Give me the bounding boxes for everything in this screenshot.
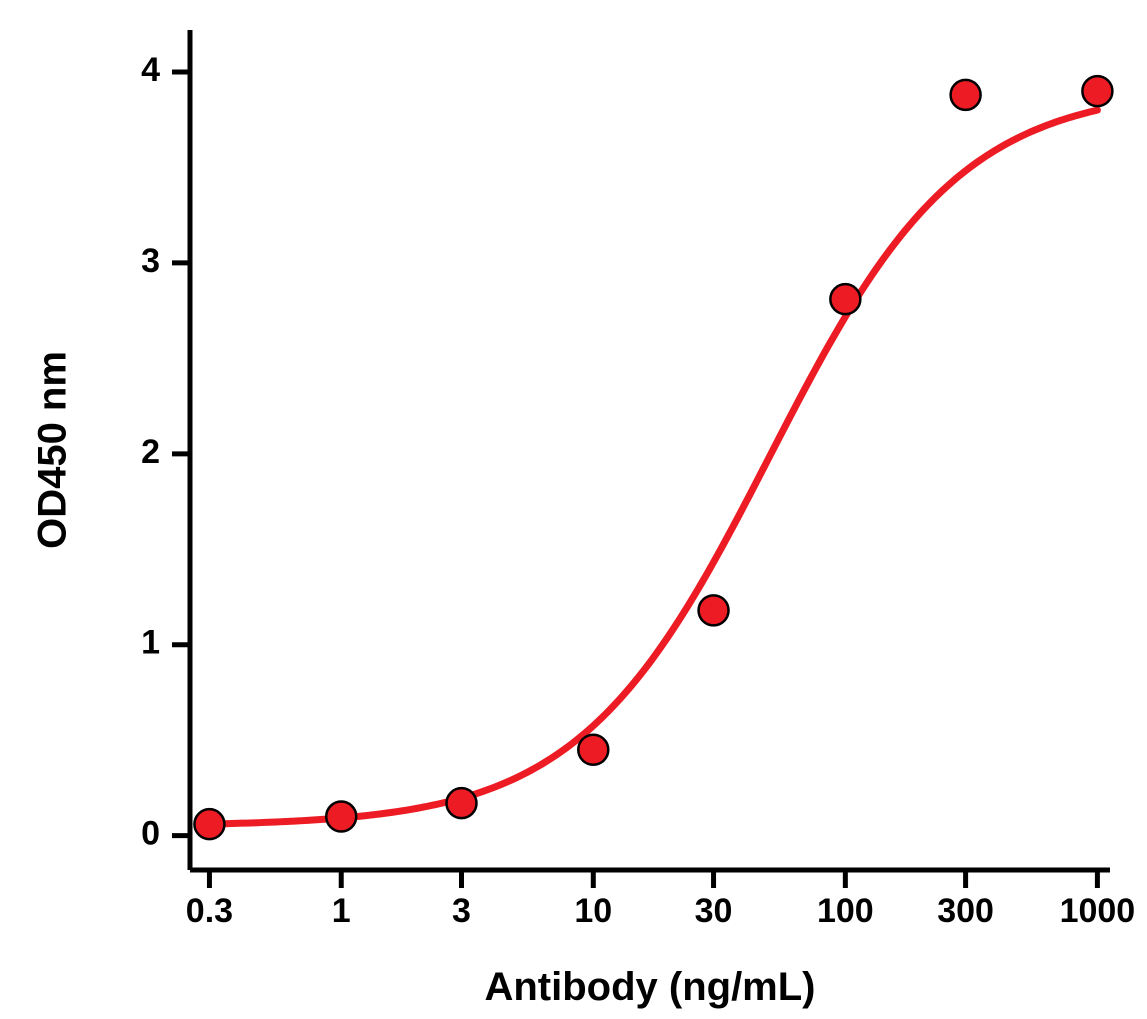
data-marker (699, 595, 729, 625)
data-marker (1082, 76, 1112, 106)
y-tick-label: 3 (141, 242, 160, 280)
x-tick-label: 1000 (1060, 892, 1136, 930)
y-tick-label: 2 (141, 433, 160, 471)
x-tick-label: 10 (574, 892, 612, 930)
x-tick-label: 100 (817, 892, 874, 930)
data-marker (951, 80, 981, 110)
y-axis-title: OD450 nm (31, 351, 75, 549)
y-tick-label: 0 (141, 815, 160, 853)
x-tick-label: 0.3 (186, 892, 233, 930)
chart-svg: 0 1 2 3 4 0.3 1 3 10 30 100 300 1000 OD450 nm Antibody… (0, 0, 1147, 1019)
dose-response-chart: 0 1 2 3 4 0.3 1 3 10 30 100 300 1000 OD450 nm Antibody… (0, 0, 1147, 1019)
y-tick-label: 1 (141, 624, 160, 662)
x-tick-label: 3 (452, 892, 471, 930)
chart-background (0, 0, 1147, 1019)
x-axis-title: Antibody (ng/mL) (484, 965, 815, 1009)
data-marker (326, 802, 356, 832)
data-marker (830, 284, 860, 314)
x-tick-label: 300 (937, 892, 994, 930)
y-tick-label: 4 (141, 51, 160, 89)
x-tick-label: 1 (332, 892, 351, 930)
data-marker (194, 809, 224, 839)
data-marker (446, 788, 476, 818)
x-tick-label: 30 (695, 892, 733, 930)
data-marker (578, 735, 608, 765)
